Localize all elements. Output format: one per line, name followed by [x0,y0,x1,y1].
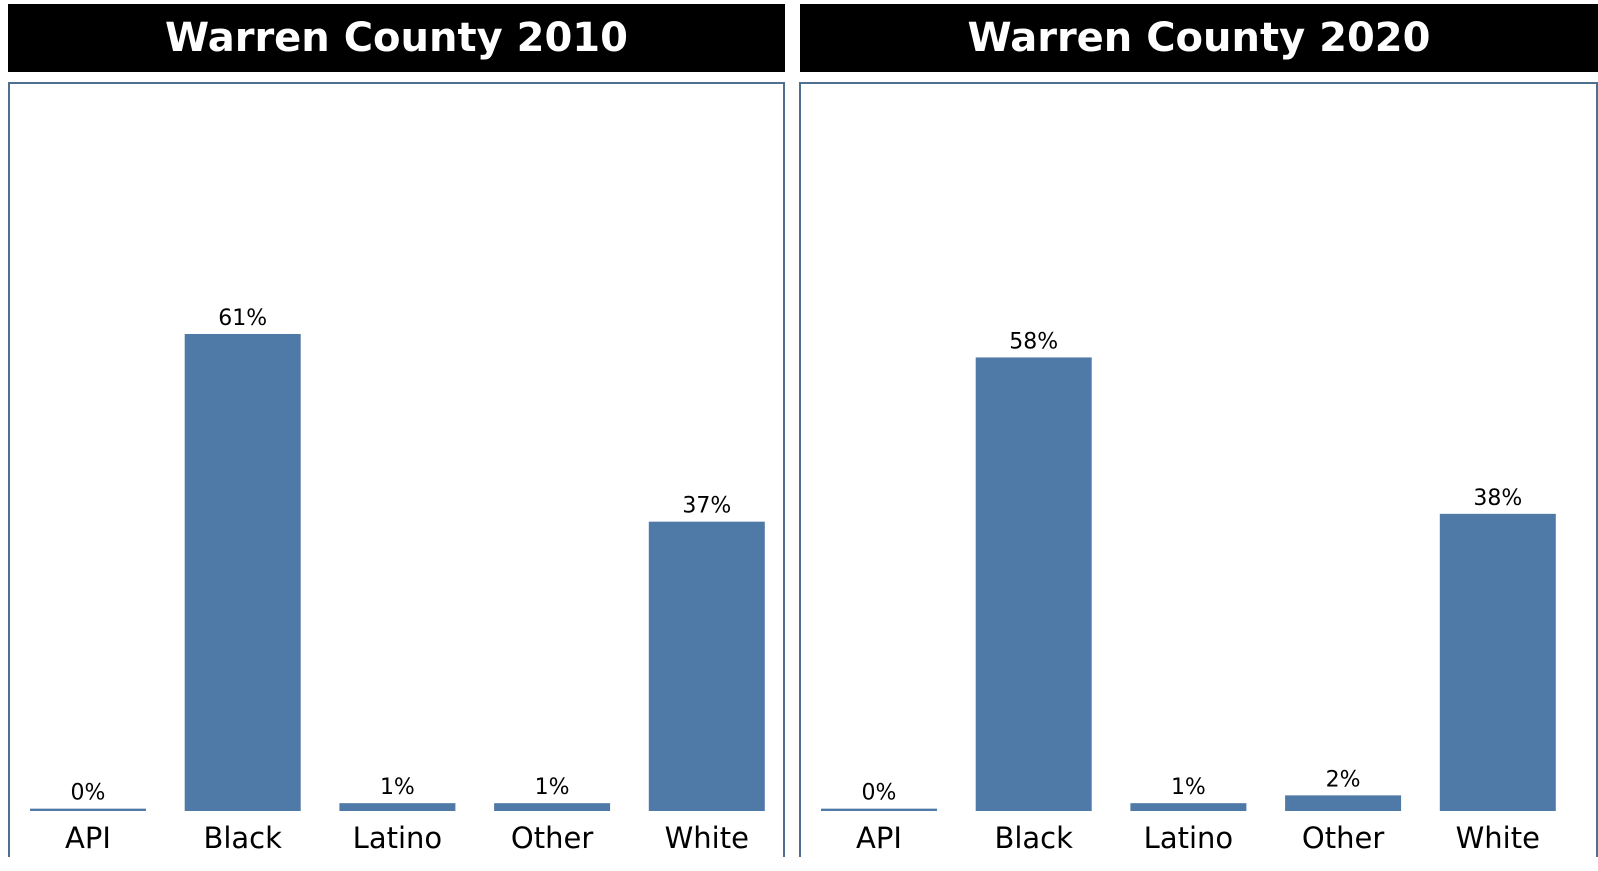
bar-white [1439,513,1556,811]
category-label-latino: Latino [1144,821,1233,855]
category-label-other: Other [1302,821,1384,855]
bar-other [1285,795,1402,811]
bar-black [184,333,301,811]
data-label-other: 1% [535,775,570,800]
data-label-black: 58% [1009,329,1058,354]
data-label-latino: 1% [380,775,415,800]
bar-chart-2010: 0% API 61% Black 1% Latino 1% Other 37% White [30,306,765,855]
bar-white [648,521,765,811]
category-label-api: API [65,821,111,855]
bar-chart-2020: 0% API 58% Black 1% Latino 2% Other 38% White [821,329,1556,855]
chart-title-2020: Warren County 2020 [800,4,1598,72]
data-label-api: 0% [71,781,106,806]
bar-latino [339,803,456,811]
data-label-white: 37% [682,494,731,519]
bar-api [821,808,937,811]
bar-api [30,808,146,811]
chart-panel-2020: 0% API 58% Black 1% Latino 2% Other 38% White [799,82,1598,857]
category-label-other: Other [511,821,593,855]
category-label-black: Black [994,821,1073,855]
category-label-latino: Latino [353,821,442,855]
category-label-white: White [665,821,749,855]
category-label-white: White [1456,821,1540,855]
bar-other [494,803,611,811]
bar-latino [1130,803,1247,811]
bar-black [975,357,1092,811]
category-label-black: Black [203,821,282,855]
chart-panel-2010: 0% API 61% Black 1% Latino 1% Other 37% White [8,82,785,857]
data-label-other: 2% [1326,767,1361,792]
data-label-black: 61% [218,306,267,331]
chart-title-2010: Warren County 2010 [8,4,785,72]
data-label-latino: 1% [1171,775,1206,800]
data-label-api: 0% [862,781,897,806]
data-label-white: 38% [1473,486,1522,511]
category-label-api: API [856,821,902,855]
